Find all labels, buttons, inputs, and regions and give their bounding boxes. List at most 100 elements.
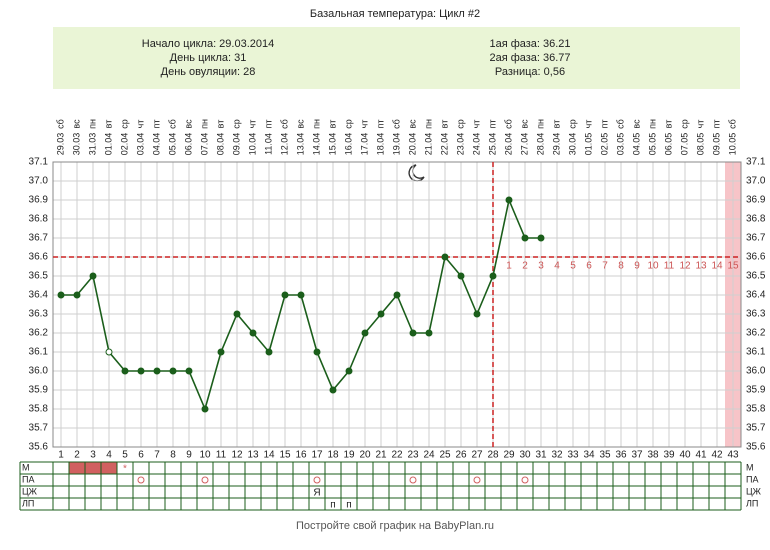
row-label: ЦЖ <box>746 486 762 496</box>
weekday-label: ср <box>343 119 353 129</box>
weekday-label: пт <box>263 120 273 129</box>
x-tick-label: 4 <box>106 450 112 461</box>
data-point <box>73 291 81 299</box>
y-tick-label: 35.6 <box>746 442 766 453</box>
post-ovulation-day: 11 <box>664 261 675 272</box>
data-point <box>425 329 433 337</box>
weekday-label: вт <box>439 120 449 129</box>
row-label: ЛП <box>22 498 34 508</box>
y-tick-label: 36.7 <box>746 233 766 244</box>
weekday-label: вс <box>183 119 193 129</box>
weekday-label: чт <box>471 120 481 129</box>
y-tick-label: 37.0 <box>29 176 49 187</box>
weekday-label: ср <box>231 119 241 129</box>
date-label: 12.04 <box>279 133 289 156</box>
y-tick-label: 36.2 <box>746 328 766 339</box>
x-tick-label: 43 <box>727 450 739 461</box>
y-tick-label: 37.1 <box>29 157 49 168</box>
data-point <box>217 348 225 356</box>
data-point <box>329 386 337 394</box>
x-tick-label: 1 <box>58 450 64 461</box>
y-tick-label: 35.9 <box>29 385 49 396</box>
date-label: 20.04 <box>407 133 417 156</box>
intercourse-mark <box>201 476 209 484</box>
weekday-label: вс <box>631 119 641 129</box>
weekday-label: сб <box>55 119 65 129</box>
x-tick-label: 31 <box>535 450 547 461</box>
data-point <box>121 367 129 375</box>
date-label: 04.04 <box>151 133 161 156</box>
date-label: 05.04 <box>167 133 177 156</box>
y-tick-label: 36.3 <box>29 309 49 320</box>
x-tick-label: 11 <box>216 450 227 461</box>
menstruation-cell <box>85 462 101 474</box>
x-tick-label: 36 <box>615 450 627 461</box>
x-tick-label: 7 <box>154 450 160 461</box>
weekday-label: сб <box>615 119 625 129</box>
post-ovulation-day: 3 <box>538 261 544 272</box>
plot-border <box>52 161 742 448</box>
weekday-label: вт <box>215 120 225 129</box>
x-tick-label: 16 <box>295 450 307 461</box>
date-label: 01.04 <box>103 133 113 156</box>
row-label: М <box>746 462 754 472</box>
date-label: 06.05 <box>663 133 673 156</box>
info-text: 1ая фаза: 36.21 <box>489 38 570 50</box>
chart-title: Базальная температура: Цикл #2 <box>310 8 480 20</box>
x-tick-label: 22 <box>391 450 403 461</box>
date-label: 04.05 <box>631 133 641 156</box>
data-point <box>457 272 465 280</box>
cell-mark: п <box>330 500 335 511</box>
y-tick-label: 36.9 <box>29 195 49 206</box>
y-tick-label: 35.8 <box>746 404 766 415</box>
weekday-label: пн <box>647 119 657 129</box>
data-point <box>201 405 209 413</box>
date-label: 21.04 <box>423 133 433 156</box>
x-tick-label: 12 <box>231 450 243 461</box>
y-tick-label: 36.4 <box>29 290 49 301</box>
weekday-label: чт <box>583 120 593 129</box>
data-point <box>105 348 113 356</box>
date-label: 02.05 <box>599 133 609 156</box>
data-point <box>281 291 289 299</box>
weekday-label: вс <box>71 119 81 129</box>
date-label: 11.04 <box>263 133 273 155</box>
weekday-label: пн <box>423 119 433 129</box>
x-tick-label: 42 <box>711 450 723 461</box>
data-point <box>537 234 545 242</box>
date-label: 29.03 <box>55 133 65 156</box>
x-tick-label: 13 <box>247 450 259 461</box>
y-tick-label: 35.8 <box>29 404 49 415</box>
x-tick-label: 28 <box>487 450 499 461</box>
y-tick-label: 36.8 <box>746 214 766 225</box>
data-point <box>249 329 257 337</box>
y-tick-label: 37.1 <box>746 157 766 168</box>
date-label: 19.04 <box>391 133 401 156</box>
date-label: 07.05 <box>679 133 689 156</box>
x-tick-label: 17 <box>311 450 323 461</box>
weekday-label: вс <box>519 119 529 129</box>
post-ovulation-day: 6 <box>586 261 592 272</box>
date-label: 03.04 <box>135 133 145 156</box>
info-text: День овуляции: 28 <box>161 66 256 78</box>
data-point <box>505 196 513 204</box>
data-point <box>361 329 369 337</box>
post-ovulation-day: 1 <box>506 261 512 272</box>
x-tick-label: 26 <box>455 450 467 461</box>
weekday-label: пт <box>599 120 609 129</box>
x-tick-label: 35 <box>599 450 611 461</box>
cell-mark: Я <box>313 488 320 499</box>
y-tick-label: 36.9 <box>746 195 766 206</box>
weekday-label: чт <box>135 120 145 129</box>
weekday-label: вт <box>327 120 337 129</box>
x-tick-label: 10 <box>199 450 211 461</box>
weekday-label: сб <box>727 119 737 129</box>
x-tick-label: 8 <box>170 450 176 461</box>
weekday-label: пн <box>87 119 97 129</box>
y-tick-label: 36.2 <box>29 328 49 339</box>
date-label: 30.03 <box>71 133 81 156</box>
date-label: 28.04 <box>535 133 545 156</box>
x-tick-label: 24 <box>423 450 435 461</box>
x-tick-label: 29 <box>503 450 515 461</box>
